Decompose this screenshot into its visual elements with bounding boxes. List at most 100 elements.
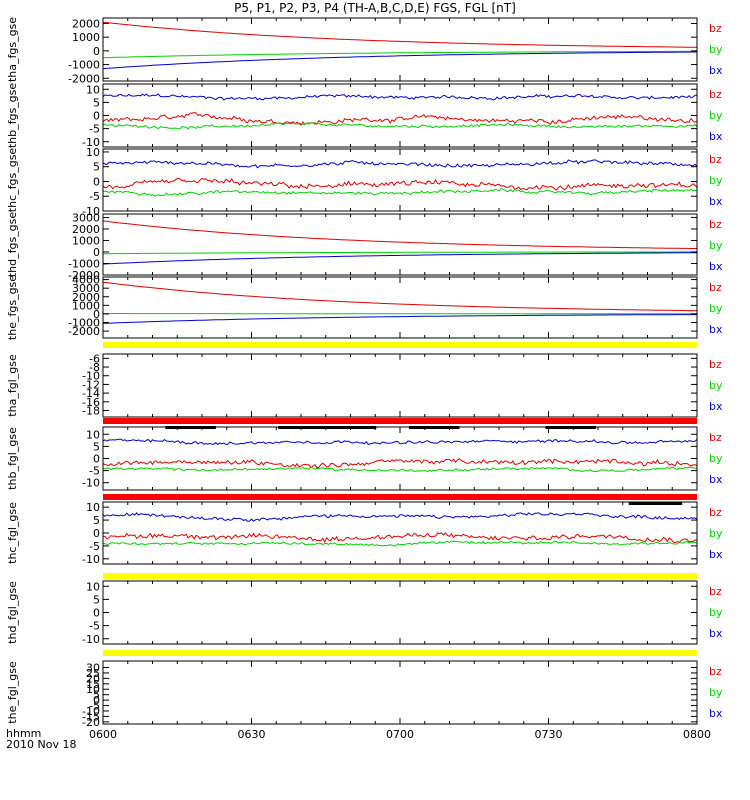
- thb-fgl-gse-legend-bz: bz: [709, 431, 722, 444]
- thd-fgl-gse-ytick-label-0: 10: [86, 580, 100, 593]
- thd-fgs-gse-ytick-label-5: -2000: [68, 269, 100, 282]
- thb-fgl-gse-bz-line: [102, 458, 698, 469]
- the-fgs-gse-ylabel: the_fgs_gse: [6, 275, 19, 340]
- the-fgl-gse-ytick-label-6: 0: [93, 694, 100, 707]
- the-fgl-gse-ytick-label-10: -20: [82, 716, 100, 729]
- time-axis-label: hhmm: [6, 727, 42, 740]
- thd-fgs-gse-ytick-label-3: 0: [93, 246, 100, 259]
- tha-fgl-gse-frame: [102, 353, 698, 418]
- the-fgl-gse-ytick-label-3: 15: [86, 678, 100, 691]
- thc-fgl-gse-ytick-label-2: 0: [93, 527, 100, 540]
- thb-fgs-gse-legend-by: by: [709, 109, 723, 122]
- thb-fgs-gse-by-line: [102, 122, 698, 130]
- tha-fgl-gse-ytick-label-5: -16: [82, 396, 100, 409]
- thc-fgs-gse-frame: [102, 148, 698, 212]
- the-fgs-gse-ytick-label-2: 2000: [72, 291, 100, 304]
- the-fgs-gse-frame: [102, 276, 698, 339]
- thc-fgs-gse-legend-by: by: [709, 174, 723, 187]
- x-tick-label-0: 0600: [89, 728, 117, 741]
- thb-fgl-gse-by-line: [102, 466, 698, 473]
- the-fgs-gse-ytick-label-0: 4000: [72, 274, 100, 287]
- tha-fgs-gse-ytick-label-1: 1000: [72, 31, 100, 44]
- tha-fgs-gse-ytick-label-2: 0: [93, 45, 100, 58]
- tha-fgs-gse-bz-line: [102, 21, 698, 48]
- thc-fgs-gse-legend-bx: bx: [709, 195, 723, 208]
- tha-fgs-gse-ytick-label-3: -1000: [68, 59, 100, 72]
- thb-fgl-gse-ytick-label-0: 10: [86, 428, 100, 441]
- thb-fgl-gse-legend-bx: bx: [709, 473, 723, 486]
- the-fgl-gse-legend-bx: bx: [709, 707, 723, 720]
- the-fgl-gse-frame: [102, 660, 698, 725]
- tha-fgl-gse-ytick-label-0: -6: [89, 352, 100, 365]
- thd-fgs-gse-by-line: [103, 251, 697, 255]
- thc-fgl-gse-bx-line: [102, 512, 698, 522]
- thd-fgs-gse-bz-line: [102, 220, 697, 249]
- thc-fgs-gse-bz-line: [102, 177, 698, 191]
- thb-fgs-gse-legend-bx: bx: [709, 130, 723, 143]
- thb-fgl-gse-ytick-label-4: -10: [82, 477, 100, 490]
- thd-fgl-gse-legend-by: by: [709, 606, 723, 619]
- x-tick-label-2: 0700: [386, 728, 414, 741]
- tha-fgl-gse-legend-bx: bx: [709, 400, 723, 413]
- thd-fgl-gse-legend-bx: bx: [709, 627, 723, 640]
- thc-fgl-gse-ytick-label-3: -5: [89, 540, 100, 553]
- tha-fgs-gse-legend-bz: bz: [709, 22, 722, 35]
- tha-fgl-gse-ytick-label-3: -12: [82, 378, 100, 391]
- thb-fgs-gse-legend-bz: bz: [709, 88, 722, 101]
- thd-fgs-gse-ylabel: thd_fgs_gse: [6, 212, 19, 278]
- x-tick-label-3: 0730: [535, 728, 563, 741]
- thd-fgl-gse-ytick-label-4: -10: [82, 633, 100, 646]
- tha-fgs-gse-ylabel: tha_fgs_gse: [6, 17, 19, 82]
- thd-fgl-gse-legend-bz: bz: [709, 585, 722, 598]
- tha-fgl-gse-legend-by: by: [709, 379, 723, 392]
- tha-fgl-gse-ytick-label-2: -10: [82, 370, 100, 383]
- thd-fgs-gse-frame: [102, 213, 698, 276]
- x-tick-label-1: 0630: [238, 728, 266, 741]
- thc-fgl-gse-legend-by: by: [709, 527, 723, 540]
- thd-fgs-gse-ytick-label-4: -1000: [68, 257, 100, 270]
- thb-fgs-gse-ytick-label-1: 5: [93, 96, 100, 109]
- thb-fgl-gse-ylabel: thb_fgl_gse: [6, 427, 19, 490]
- thc-fgs-gse-ytick-label-0: 10: [86, 146, 100, 159]
- the-fgs-gse-legend-by: by: [709, 302, 723, 315]
- the-fgs-gse-bx-line: [102, 314, 697, 324]
- the-fgl-gse-ytick-label-0: 30: [86, 662, 100, 675]
- chart-title: P5, P1, P2, P3, P4 (TH-A,B,C,D,E) FGS, F…: [234, 1, 516, 15]
- the-fgl-gse-ytick-label-4: 10: [86, 683, 100, 696]
- thd-fgl-gse-frame: [102, 580, 698, 645]
- thd-fgl-gse-ytick-label-2: 0: [93, 607, 100, 620]
- thc-fgl-gse-ytick-label-4: -10: [82, 553, 100, 566]
- thd-fgs-gse-legend-bx: bx: [709, 260, 723, 273]
- thc-fgs-gse-bx-line: [102, 159, 698, 169]
- date-label: 2010 Nov 18: [6, 738, 77, 751]
- thb-fgs-gse-ytick-label-3: -5: [89, 123, 100, 136]
- thd-fgs-gse-legend-by: by: [709, 239, 723, 252]
- x-tick-label-4: 0800: [683, 728, 711, 741]
- thd-fgs-gse-legend-bz: bz: [709, 218, 722, 231]
- thb-fgs-gse-ylabel: thb_fgs_gse: [6, 83, 19, 149]
- thd-fgs-gse-bx-line: [102, 252, 697, 265]
- thd-fgl-gse-ytick-label-1: 5: [93, 593, 100, 606]
- thb-fgl-coverage-bar: [103, 418, 697, 424]
- thb-fgl-gse-ytick-label-2: 0: [93, 453, 100, 466]
- thb-fgl-gse-bx-line: [102, 438, 698, 446]
- thd-fgs-gse-ytick-label-1: 2000: [72, 223, 100, 236]
- thc-fgl-gse-bz-line: [103, 532, 698, 544]
- thd-fgl-gse-ytick-label-3: -5: [89, 620, 100, 633]
- thc-fgl-gse-frame: [102, 501, 698, 565]
- thb-fgl-gse-frame: [102, 426, 698, 491]
- thd-fgs-gse-ytick-label-2: 1000: [72, 234, 100, 247]
- thc-fgl-gse-ytick-label-1: 5: [93, 514, 100, 527]
- thb-fgs-gse-bz-line: [102, 112, 698, 126]
- tha-fgs-gse-bx-line: [102, 51, 697, 70]
- tha-fgl-gse-ylabel: tha_fgl_gse: [6, 354, 19, 417]
- thc-fgl-gse-legend-bx: bx: [709, 548, 723, 561]
- tha-fgs-gse-ytick-label-4: -2000: [68, 72, 100, 85]
- thb-fgl-gse-legend-by: by: [709, 452, 723, 465]
- tha-fgs-gse-legend-bx: bx: [709, 64, 723, 77]
- the-fgl-gse-ytick-label-9: -15: [82, 710, 100, 723]
- tha-fgs-coverage-bar: [103, 342, 697, 348]
- tha-fgl-gse-ytick-label-6: -18: [82, 404, 100, 417]
- thc-fgs-gse-legend-bz: bz: [709, 153, 722, 166]
- thc-fgs-gse-ytick-label-1: 5: [93, 161, 100, 174]
